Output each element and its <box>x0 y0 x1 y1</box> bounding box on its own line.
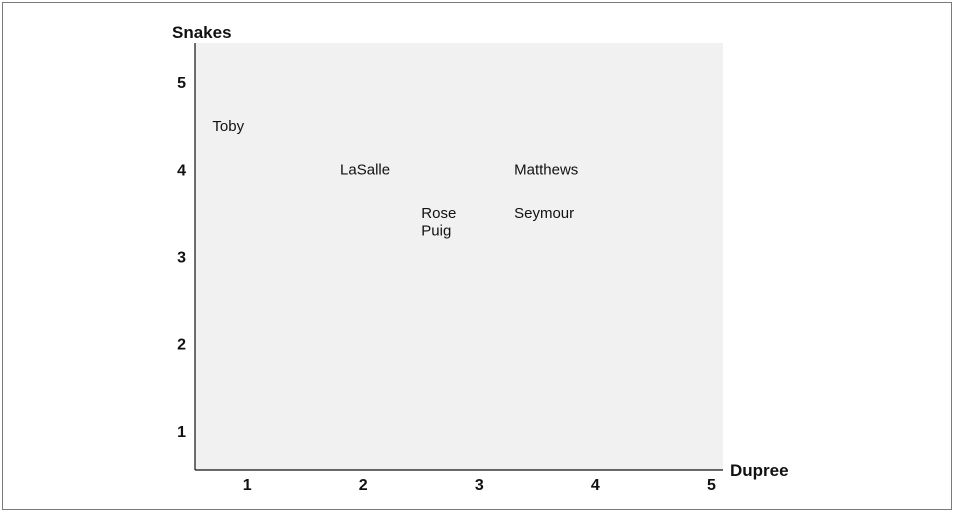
data-point-label: Puig <box>421 222 451 239</box>
data-point-label: Toby <box>212 118 244 135</box>
data-point-label: Seymour <box>514 205 574 222</box>
y-tick-label: 2 <box>177 337 186 354</box>
x-axis-title: Dupree <box>730 461 789 480</box>
x-tick-label: 4 <box>591 477 600 494</box>
x-tick-label: 3 <box>475 477 484 494</box>
plot-area <box>195 43 723 470</box>
y-tick-label: 4 <box>177 162 186 179</box>
x-tick-label: 1 <box>243 477 252 494</box>
data-point-label: Matthews <box>514 161 578 178</box>
y-tick-labels: 1 2 3 4 5 <box>177 75 186 441</box>
x-tick-label: 5 <box>707 477 716 494</box>
x-tick-label: 2 <box>359 477 368 494</box>
data-point-label: LaSalle <box>340 161 390 178</box>
data-point-label: Rose <box>421 205 456 222</box>
x-tick-labels: 1 2 3 4 5 <box>243 477 716 494</box>
y-tick-label: 1 <box>177 424 186 441</box>
y-axis-title: Snakes <box>172 23 232 42</box>
y-tick-label: 3 <box>177 250 186 267</box>
y-tick-label: 5 <box>177 75 186 92</box>
